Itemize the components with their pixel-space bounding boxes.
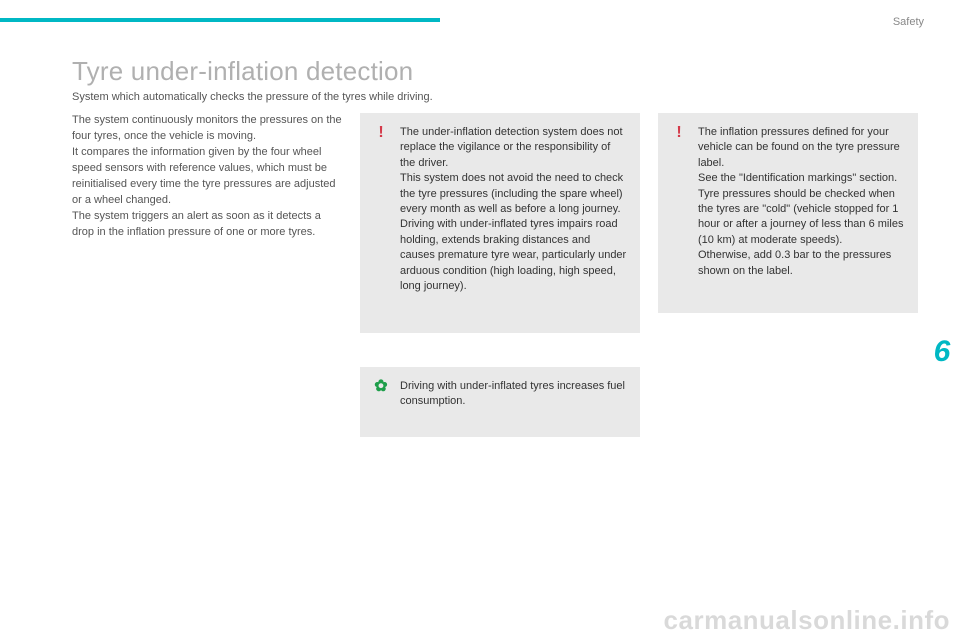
warning-box-1: ! The under-inflation detection system d… xyxy=(360,113,640,333)
eco-box: ✿ Driving with under-inflated tyres incr… xyxy=(360,367,640,437)
leaf-icon: ✿ xyxy=(372,379,390,425)
accent-bar xyxy=(0,18,440,22)
warning-text-1: The under-inflation detection system doe… xyxy=(400,125,628,321)
intro-column: The system continuously monitors the pre… xyxy=(72,113,342,451)
category-label: Safety xyxy=(893,16,924,28)
page-subtitle: System which automatically checks the pr… xyxy=(72,91,924,103)
middle-column: ! The under-inflation detection system d… xyxy=(360,113,640,451)
columns: The system continuously monitors the pre… xyxy=(72,113,924,451)
right-column: ! The inflation pressures defined for yo… xyxy=(658,113,918,451)
exclamation-icon: ! xyxy=(372,125,390,321)
page-title: Tyre under-inflation detection xyxy=(72,56,924,87)
warning-text-2: The inflation pressures defined for your… xyxy=(698,125,906,301)
intro-text: The system continuously monitors the pre… xyxy=(72,113,342,241)
chapter-tab: 6 xyxy=(924,332,960,372)
eco-text: Driving with under-inflated tyres increa… xyxy=(400,379,628,425)
page-content: Tyre under-inflation detection System wh… xyxy=(72,56,924,451)
warning-box-2: ! The inflation pressures defined for yo… xyxy=(658,113,918,313)
exclamation-icon: ! xyxy=(670,125,688,301)
watermark: carmanualsonline.info xyxy=(664,605,950,636)
